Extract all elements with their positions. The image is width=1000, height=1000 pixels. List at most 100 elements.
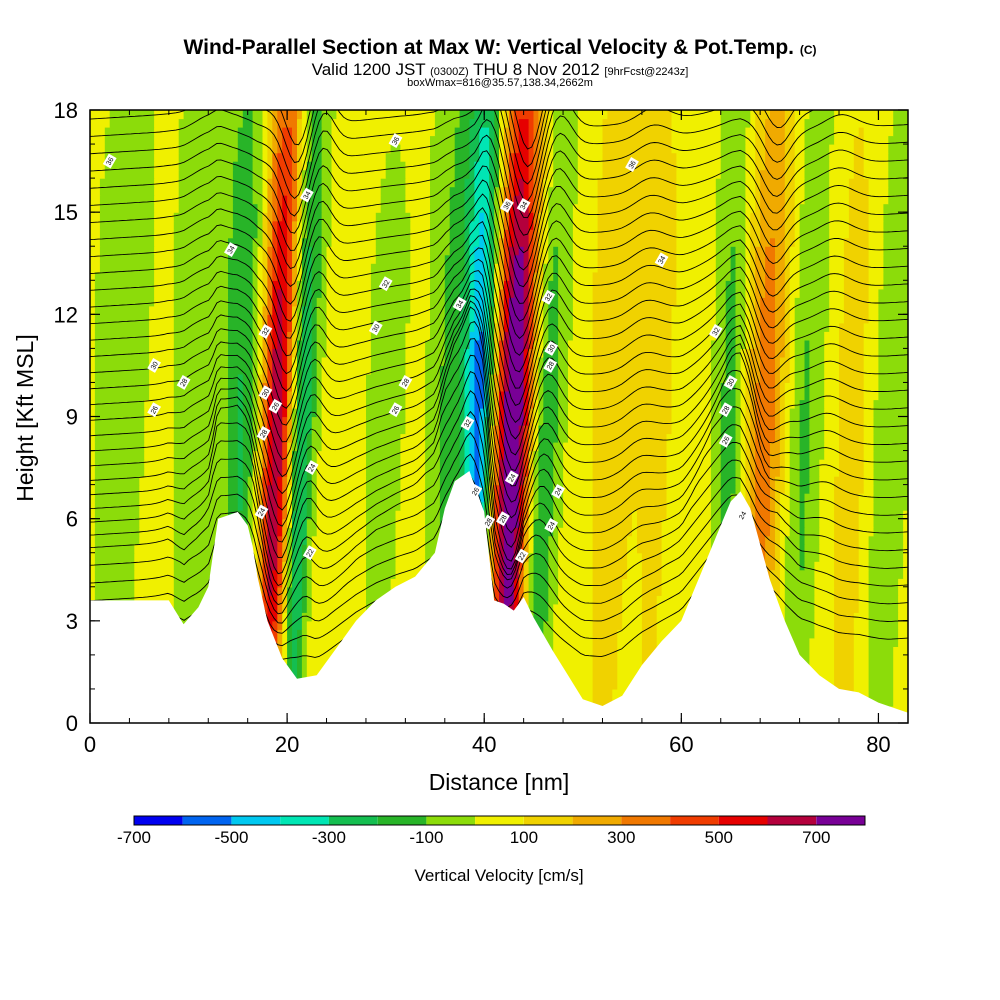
velocity-cell <box>366 493 402 503</box>
velocity-cell <box>237 467 244 477</box>
velocity-cell <box>558 322 574 332</box>
velocity-cell <box>755 322 761 332</box>
velocity-cell <box>641 595 658 605</box>
velocity-cell <box>720 110 751 120</box>
velocity-cell <box>508 169 515 179</box>
velocity-cell <box>301 663 308 673</box>
velocity-cell <box>287 603 293 613</box>
velocity-cell <box>592 612 623 622</box>
velocity-cell <box>277 314 283 324</box>
velocity-cell <box>553 654 594 664</box>
velocity-cell <box>592 671 618 681</box>
velocity-cell <box>247 501 254 511</box>
contour-label-text: 36 <box>628 160 638 170</box>
velocity-cell <box>863 442 875 452</box>
velocity-cell <box>715 305 727 315</box>
velocity-cell <box>592 476 668 486</box>
contour-label-bg <box>500 197 514 213</box>
velocity-cell <box>484 314 490 324</box>
velocity-cell <box>494 220 500 230</box>
y-tick-label: 9 <box>66 405 78 430</box>
velocity-cell <box>523 339 530 349</box>
velocity-cell <box>558 391 569 401</box>
velocity-cell <box>282 399 288 409</box>
velocity-cell <box>252 322 259 332</box>
isentrope-line <box>90 453 908 615</box>
velocity-cell <box>173 297 229 307</box>
velocity-cell <box>272 161 278 171</box>
velocity-cell <box>538 510 554 520</box>
velocity-cell <box>454 169 471 179</box>
velocity-cell <box>843 314 870 324</box>
velocity-cell <box>745 331 751 341</box>
velocity-cell <box>676 237 717 247</box>
contour-label: 32 <box>708 323 723 339</box>
velocity-cell <box>784 203 796 213</box>
velocity-cell <box>671 135 722 145</box>
velocity-cell <box>868 561 904 571</box>
velocity-cell <box>252 442 259 452</box>
velocity-cell <box>262 297 268 307</box>
velocity-cell <box>90 246 101 256</box>
velocity-cell <box>267 152 273 162</box>
velocity-cell <box>533 348 539 358</box>
velocity-cell <box>548 212 574 222</box>
velocity-cell <box>316 322 328 332</box>
velocity-cell <box>287 314 293 324</box>
velocity-cell <box>755 408 776 418</box>
velocity-cell <box>553 110 579 120</box>
velocity-cell <box>553 246 559 256</box>
velocity-cell <box>893 654 908 664</box>
velocity-cell <box>173 212 234 222</box>
velocity-cell <box>735 408 741 418</box>
velocity-cell <box>242 467 254 477</box>
velocity-cell <box>287 297 293 307</box>
velocity-cell <box>518 561 525 571</box>
velocity-cell <box>834 493 860 503</box>
velocity-cell <box>282 416 288 426</box>
velocity-cell <box>725 331 737 341</box>
velocity-cell <box>154 229 175 239</box>
velocity-cell <box>592 620 623 630</box>
velocity-cell <box>592 646 618 656</box>
contour-label-bg <box>544 518 559 533</box>
velocity-cell <box>292 493 298 503</box>
velocity-cell <box>154 254 175 264</box>
velocity-cell <box>297 161 303 171</box>
velocity-cell <box>789 348 796 358</box>
velocity-cell <box>272 578 278 588</box>
velocity-cell <box>789 467 801 477</box>
velocity-cell <box>839 322 865 332</box>
velocity-cell <box>272 331 278 341</box>
velocity-cell <box>671 339 712 349</box>
velocity-cell <box>370 297 411 307</box>
velocity-cell <box>178 161 234 171</box>
velocity-cell <box>173 280 229 290</box>
velocity-cell <box>750 408 756 418</box>
velocity-cell <box>720 442 737 452</box>
velocity-cell <box>794 220 801 230</box>
contour-label-bg <box>723 374 738 390</box>
velocity-cell <box>518 442 525 452</box>
velocity-cell <box>568 433 594 443</box>
velocity-cell <box>484 442 490 452</box>
velocity-cell <box>430 144 456 154</box>
velocity-cell <box>228 399 239 409</box>
y-axis-title: Height [Kft MSL] <box>12 334 38 501</box>
velocity-cell <box>538 220 544 230</box>
velocity-cell <box>454 161 471 171</box>
velocity-cell <box>499 493 505 503</box>
velocity-cell <box>898 595 908 605</box>
velocity-cell <box>848 229 870 239</box>
velocity-cell <box>898 586 908 596</box>
velocity-cell <box>228 280 254 290</box>
contour-label: 32 <box>460 415 475 431</box>
velocity-cell <box>730 263 737 273</box>
velocity-cell <box>425 408 441 418</box>
velocity-cell <box>553 518 564 528</box>
velocity-cell <box>834 501 860 511</box>
velocity-cell <box>469 322 475 332</box>
velocity-cell <box>494 416 500 426</box>
velocity-cell <box>282 135 293 145</box>
velocity-cell <box>745 348 751 358</box>
